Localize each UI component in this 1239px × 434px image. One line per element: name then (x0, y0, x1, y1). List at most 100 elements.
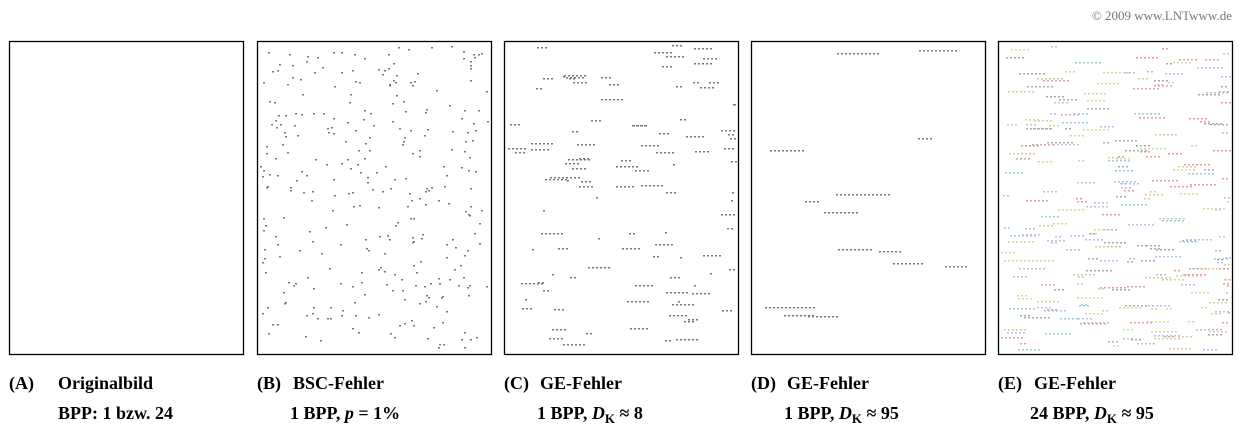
error-pixel (1160, 305, 1162, 307)
error-pixel (567, 180, 569, 182)
error-pixel (1182, 336, 1184, 338)
error-pixel (541, 233, 543, 235)
error-pixel (1124, 183, 1126, 185)
error-pixel (1073, 144, 1075, 146)
error-pixel (684, 119, 686, 121)
error-pixel (866, 249, 868, 251)
error-pixel (1031, 268, 1033, 270)
error-pixel (666, 66, 668, 68)
error-pixel (1189, 62, 1191, 64)
error-pixel (1053, 284, 1055, 286)
error-pixel (1020, 329, 1022, 331)
error-pixel (1224, 197, 1226, 199)
error-pixel (574, 177, 576, 179)
error-pixel (1027, 86, 1029, 88)
error-pixel (1001, 337, 1003, 339)
error-pixel (1079, 62, 1081, 64)
error-pixel (664, 152, 666, 154)
error-pixel (382, 74, 384, 76)
error-pixel (677, 315, 679, 317)
error-pixel (396, 95, 398, 97)
error-pixel (404, 137, 406, 139)
panel-title: BSC-Fehler (293, 373, 384, 393)
error-pixel (1086, 318, 1088, 320)
error-pixel (1163, 117, 1165, 119)
error-pixel (1050, 161, 1052, 163)
panel-detail: 1 BPP, p = 1% (290, 403, 400, 423)
error-pixel (1053, 333, 1055, 335)
error-pixel (1166, 335, 1168, 337)
error-pixel (641, 185, 643, 187)
error-pixel (1030, 200, 1032, 202)
error-pixel (1128, 289, 1130, 291)
error-pixel (1228, 312, 1230, 314)
error-pixel (1130, 322, 1132, 324)
error-pixel (1016, 260, 1018, 262)
error-pixel (452, 239, 454, 241)
error-pixel (1051, 242, 1053, 244)
error-pixel (710, 273, 712, 275)
error-pixel (1108, 260, 1110, 262)
error-pixel (307, 277, 309, 279)
error-pixel (724, 148, 726, 150)
error-pixel (561, 338, 563, 340)
error-pixel (852, 212, 854, 214)
error-pixel (1189, 284, 1191, 286)
error-pixel (634, 248, 636, 250)
error-pixel (711, 255, 713, 257)
error-pixel (1199, 292, 1201, 294)
error-pixel (709, 82, 711, 84)
error-pixel (734, 138, 736, 140)
error-pixel (1024, 317, 1026, 319)
error-pixel (278, 115, 280, 117)
error-pixel (1090, 318, 1092, 320)
error-pixel (382, 191, 384, 193)
error-pixel (1184, 193, 1186, 195)
error-pixel (1127, 72, 1129, 74)
detail-part: ≈ 95 (1117, 403, 1154, 423)
error-pixel (1126, 166, 1128, 168)
error-pixel (1172, 336, 1174, 338)
error-pixel (694, 285, 696, 287)
error-pixel (631, 301, 633, 303)
error-pixel (1208, 173, 1210, 175)
error-pixel (1223, 268, 1225, 270)
error-pixel (770, 150, 772, 152)
error-pixel (306, 61, 308, 63)
error-pixel (438, 347, 440, 349)
error-pixel (1179, 241, 1181, 243)
error-pixel (583, 344, 585, 346)
error-pixel (1018, 298, 1020, 300)
error-pixel (1055, 309, 1057, 311)
error-pixel (1014, 235, 1016, 237)
error-pixel (285, 136, 287, 138)
error-pixel (1190, 336, 1192, 338)
error-pixel (1095, 322, 1097, 324)
error-pixel (532, 249, 534, 251)
error-pixel (717, 82, 719, 84)
error-pixel (1118, 214, 1120, 216)
error-pixel (1129, 258, 1131, 260)
error-pixel (1139, 117, 1141, 119)
error-pixel (524, 148, 526, 150)
error-pixel (365, 239, 367, 241)
error-pixel (465, 141, 467, 143)
error-pixel (893, 263, 895, 265)
error-pixel (1175, 331, 1177, 333)
error-pixel (1125, 150, 1127, 152)
error-pixel (1101, 239, 1103, 241)
error-pixel (1140, 145, 1142, 147)
error-pixel (730, 138, 732, 140)
error-pixel (1077, 274, 1079, 276)
error-pixel (460, 265, 462, 267)
error-pixel (1093, 239, 1095, 241)
error-pixel (1021, 295, 1023, 297)
error-pixel (1043, 191, 1045, 193)
error-pixel (1012, 329, 1014, 331)
error-pixel (1169, 73, 1171, 75)
error-pixel (680, 257, 682, 259)
error-pixel (467, 287, 469, 289)
error-pixel (1081, 283, 1083, 285)
error-pixel (684, 304, 686, 306)
error-pixel (953, 266, 955, 268)
